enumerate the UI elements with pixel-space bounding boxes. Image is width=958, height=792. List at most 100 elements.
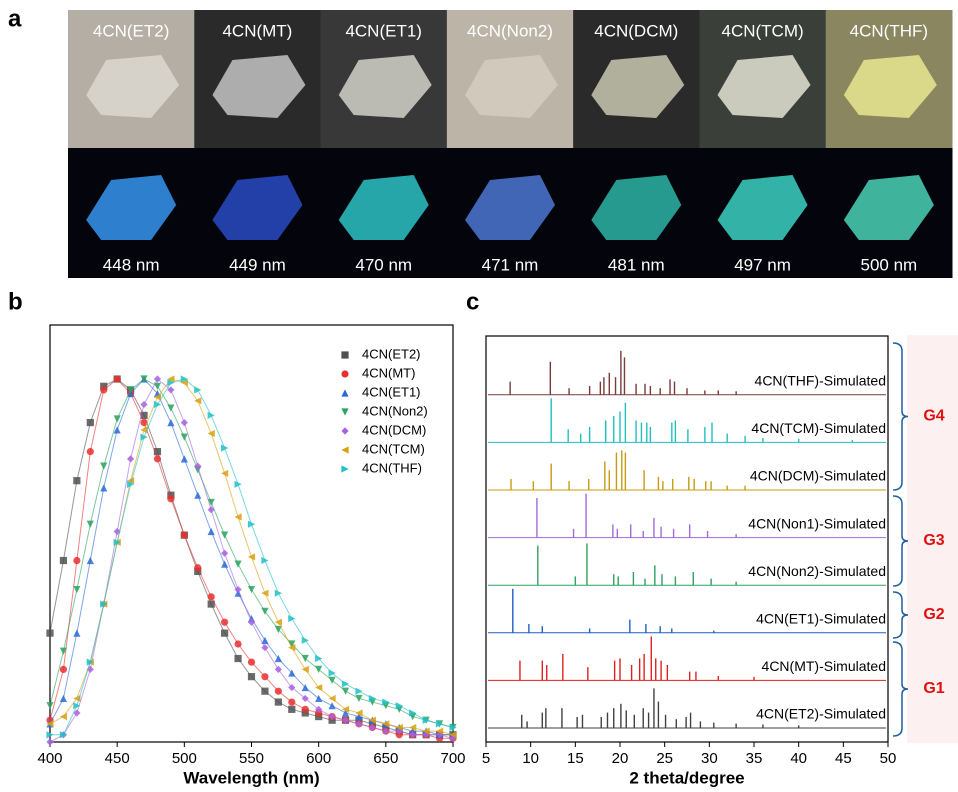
marker xyxy=(355,688,362,695)
sample-label: 4CN(MT) xyxy=(222,21,292,40)
marker xyxy=(114,415,121,422)
marker xyxy=(261,590,268,597)
marker xyxy=(342,680,349,687)
marker xyxy=(100,386,107,393)
marker xyxy=(140,434,147,441)
x-tick-label: 450 xyxy=(105,750,130,767)
marker xyxy=(261,673,268,680)
marker xyxy=(288,706,295,713)
x-axis-title: Wavelength (nm) xyxy=(183,768,319,787)
marker xyxy=(261,608,268,615)
marker xyxy=(248,553,255,560)
pattern-label: 4CN(DCM)-Simulated xyxy=(750,468,886,484)
pattern-label: 4CN(ET2)-Simulated xyxy=(756,706,886,722)
marker xyxy=(234,513,241,520)
marker xyxy=(208,430,215,437)
x-tick-label: 600 xyxy=(306,750,331,767)
marker xyxy=(87,521,94,528)
marker xyxy=(194,564,201,571)
marker xyxy=(46,630,53,637)
x-tick-label: 650 xyxy=(373,750,398,767)
marker xyxy=(261,557,268,564)
marker xyxy=(288,615,295,622)
pattern-label: 4CN(ET1)-Simulated xyxy=(756,611,886,627)
marker xyxy=(234,640,241,647)
marker xyxy=(275,590,282,597)
x-tick-label: 15 xyxy=(567,750,584,767)
marker xyxy=(221,630,228,637)
emission-label: 481 nm xyxy=(608,255,665,274)
panel-label: a xyxy=(8,5,22,32)
x-tick-label: 20 xyxy=(612,750,629,767)
marker xyxy=(275,655,282,662)
marker xyxy=(302,706,309,713)
panel-label: b xyxy=(8,288,23,315)
pattern-label: 4CN(THF)-Simulated xyxy=(755,373,886,389)
group-label: G4 xyxy=(923,408,944,425)
legend-label: 4CN(TCM) xyxy=(362,441,425,456)
marker xyxy=(194,397,201,404)
pattern-label: 4CN(MT)-Simulated xyxy=(762,658,886,674)
marker xyxy=(181,434,188,441)
legend-label: 4CN(THF) xyxy=(362,460,422,475)
legend-marker xyxy=(341,351,348,358)
sample-label: 4CN(ET1) xyxy=(345,21,422,40)
marker xyxy=(100,463,107,470)
plot-frame xyxy=(486,336,888,742)
x-tick-label: 25 xyxy=(656,750,673,767)
marker xyxy=(342,688,349,695)
marker xyxy=(221,561,228,568)
emission-label: 448 nm xyxy=(103,255,160,274)
marker xyxy=(167,419,174,426)
marker xyxy=(275,688,282,695)
marker xyxy=(261,688,268,695)
marker xyxy=(87,419,94,426)
marker xyxy=(73,586,80,593)
marker xyxy=(248,521,255,528)
x-tick-label: 5 xyxy=(482,750,490,767)
group-label: G2 xyxy=(923,606,944,623)
emission-label: 470 nm xyxy=(355,255,412,274)
group-brace xyxy=(893,592,908,638)
marker xyxy=(73,477,80,484)
marker xyxy=(60,713,67,720)
marker xyxy=(248,619,255,626)
marker xyxy=(234,561,241,568)
marker xyxy=(248,586,255,593)
x-axis-title: 2 theta/degree xyxy=(629,768,744,787)
group-brace xyxy=(893,496,908,586)
emission-label: 500 nm xyxy=(861,255,918,274)
legend-label: 4CN(Non2) xyxy=(362,403,428,418)
marker xyxy=(234,481,241,488)
marker xyxy=(221,550,228,557)
sample-label: 4CN(Non2) xyxy=(467,21,553,40)
sample-label: 4CN(THF) xyxy=(850,21,928,40)
marker xyxy=(248,659,255,666)
marker xyxy=(87,557,94,564)
legend-marker xyxy=(341,427,348,434)
marker xyxy=(60,666,67,673)
marker xyxy=(221,470,228,477)
marker xyxy=(208,528,215,535)
marker xyxy=(208,506,215,513)
marker xyxy=(194,386,201,393)
marker xyxy=(87,448,94,455)
marker xyxy=(181,532,188,539)
marker xyxy=(248,673,255,680)
x-tick-label: 500 xyxy=(172,750,197,767)
marker xyxy=(234,655,241,662)
marker xyxy=(302,666,309,673)
legend-label: 4CN(MT) xyxy=(362,365,415,380)
marker xyxy=(60,695,67,702)
x-tick-label: 40 xyxy=(790,750,807,767)
marker xyxy=(355,695,362,702)
group-label: G1 xyxy=(923,680,944,697)
marker xyxy=(181,455,188,462)
x-tick-label: 400 xyxy=(37,750,62,767)
pattern-label: 4CN(Non2)-Simulated xyxy=(748,563,886,579)
x-tick-label: 10 xyxy=(522,750,539,767)
marker xyxy=(194,492,201,499)
x-tick-label: 700 xyxy=(440,750,465,767)
marker xyxy=(221,532,228,539)
marker xyxy=(167,495,174,502)
